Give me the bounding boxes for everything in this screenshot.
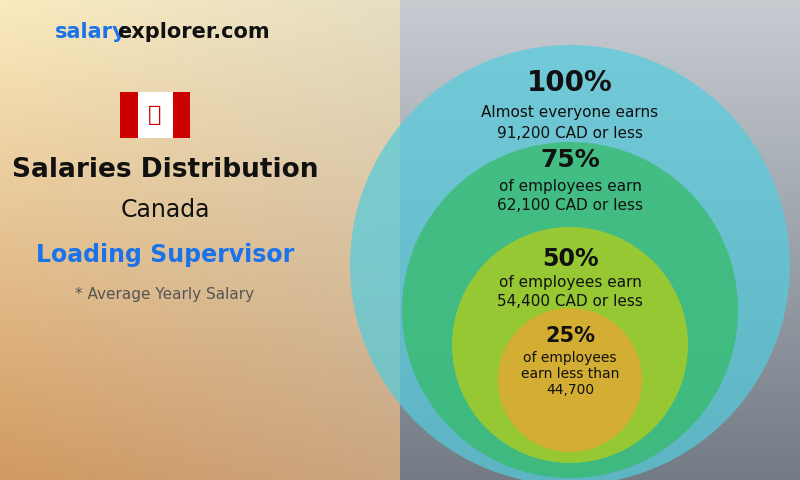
Text: Almost everyone earns: Almost everyone earns [482,106,658,120]
Bar [120,92,190,138]
Text: 75%: 75% [540,148,600,172]
Text: 54,400 CAD or less: 54,400 CAD or less [497,295,643,310]
Text: 91,200 CAD or less: 91,200 CAD or less [497,125,643,141]
Circle shape [350,45,790,480]
Text: of employees: of employees [523,351,617,365]
Circle shape [498,308,642,452]
Text: Salaries Distribution: Salaries Distribution [12,157,318,183]
Bar [173,92,190,138]
Text: 50%: 50% [542,247,598,271]
Text: 100%: 100% [527,69,613,97]
Text: Loading Supervisor: Loading Supervisor [36,243,294,267]
Text: salary: salary [55,22,126,42]
Bar [120,92,138,138]
Text: earn less than: earn less than [521,367,619,381]
Circle shape [452,227,688,463]
Text: * Average Yearly Salary: * Average Yearly Salary [75,288,254,302]
Text: 25%: 25% [545,326,595,346]
Text: Canada: Canada [120,198,210,222]
Circle shape [402,142,738,478]
Text: explorer.com: explorer.com [117,22,270,42]
Text: of employees earn: of employees earn [498,179,642,193]
Text: 62,100 CAD or less: 62,100 CAD or less [497,199,643,214]
Text: 🍁: 🍁 [148,105,162,125]
Text: 44,700: 44,700 [546,383,594,397]
Text: of employees earn: of employees earn [498,276,642,290]
